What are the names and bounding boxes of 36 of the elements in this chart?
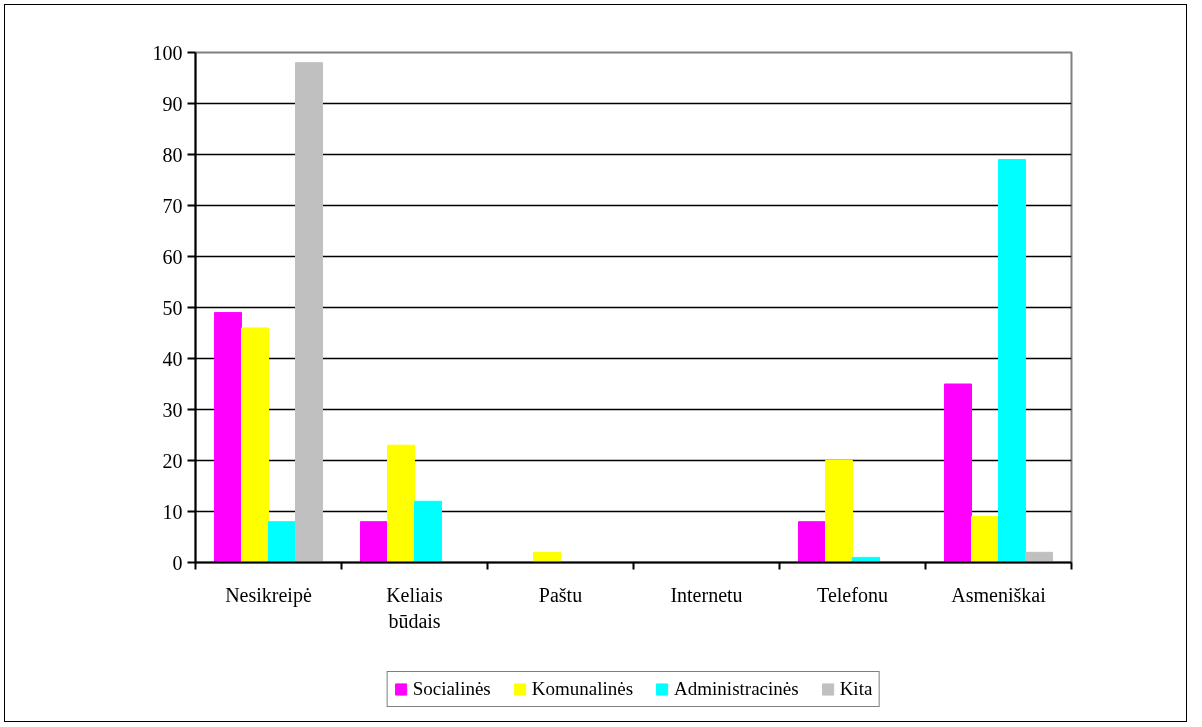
bar — [943, 383, 972, 563]
y-tick-label: 70 — [162, 194, 183, 217]
bar — [240, 327, 269, 563]
y-tick-label: 40 — [162, 347, 183, 370]
y-tick-label: 0 — [172, 551, 183, 574]
x-tick-label: Asmeniškai — [951, 583, 1047, 606]
y-tick-label: 60 — [162, 245, 183, 268]
y-tick-label: 100 — [152, 41, 183, 64]
bar — [852, 556, 881, 563]
legend-label: Komunalinės — [531, 678, 634, 700]
bar — [970, 516, 999, 563]
x-tick-label: Telefonu — [817, 583, 888, 606]
bar — [532, 551, 561, 563]
legend-label: Socialinės — [412, 678, 491, 700]
bar — [295, 62, 324, 563]
y-tick-label: 30 — [162, 398, 183, 421]
bar — [1025, 551, 1054, 563]
bar — [414, 500, 443, 563]
bar — [824, 460, 853, 563]
y-tick-label: 90 — [162, 92, 183, 115]
bar — [998, 159, 1027, 563]
bar — [213, 312, 242, 563]
legend-label: Administracinės — [674, 678, 799, 700]
y-tick-label: 80 — [162, 143, 183, 166]
x-tick-label: Nesikreipė — [225, 583, 312, 607]
bar — [359, 521, 388, 563]
x-tick-label: Keliais būdais — [386, 583, 444, 632]
legend-label: Kita — [839, 678, 873, 700]
bar — [386, 444, 415, 563]
x-tick-label: Internetu — [670, 583, 743, 606]
bar — [268, 521, 297, 563]
y-tick-label: 20 — [162, 449, 183, 472]
y-tick-label: 10 — [162, 500, 183, 523]
x-tick-label: Paštu — [538, 583, 583, 606]
bar — [797, 521, 826, 563]
y-tick-label: 50 — [162, 296, 183, 319]
